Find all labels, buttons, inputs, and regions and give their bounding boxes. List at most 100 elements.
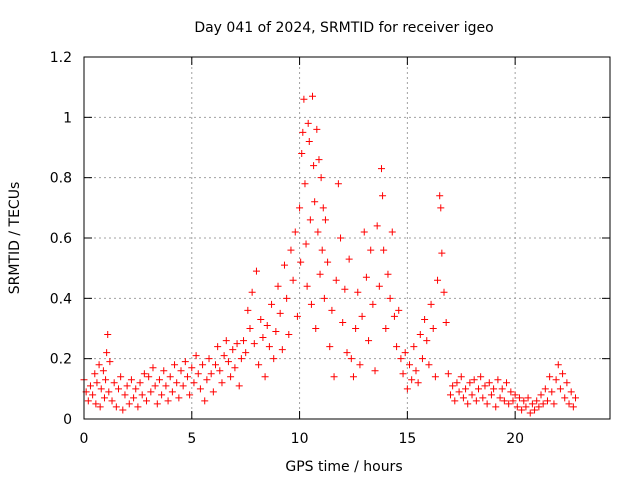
data-point (321, 216, 329, 224)
data-point (444, 370, 452, 378)
data-point (339, 318, 347, 326)
data-point (438, 249, 446, 257)
data-point (92, 400, 100, 408)
data-point (343, 349, 351, 357)
data-point (526, 409, 534, 417)
data-point (382, 325, 390, 332)
data-point (509, 397, 517, 405)
data-point (235, 382, 243, 390)
y-tick-label: 0 (63, 412, 72, 428)
data-point (196, 385, 204, 393)
data-point (127, 376, 135, 384)
data-point (462, 385, 470, 393)
data-point (320, 294, 328, 302)
data-point (312, 325, 320, 332)
data-point (446, 391, 454, 399)
data-point (431, 373, 439, 381)
data-point (188, 364, 196, 372)
data-point (522, 403, 530, 411)
data-point (559, 370, 567, 378)
data-point (390, 312, 398, 320)
data-point (222, 337, 230, 345)
data-point (459, 394, 467, 402)
y-tick-label: 0.2 (50, 352, 72, 368)
data-point (393, 343, 401, 351)
data-point (442, 318, 450, 326)
chart-title: Day 041 of 2024, SRMTID for receiver ige… (194, 20, 493, 36)
data-point (289, 276, 297, 284)
data-point (437, 204, 445, 212)
data-point (505, 400, 513, 408)
data-point (485, 379, 493, 387)
data-point (365, 337, 373, 345)
data-point (259, 334, 267, 342)
data-point (319, 204, 327, 212)
data-point (354, 288, 362, 296)
data-point (528, 400, 536, 408)
y-axis-label: SRMTID / TECUs (7, 182, 23, 295)
data-point (108, 397, 116, 405)
data-point (265, 343, 273, 351)
data-point (479, 394, 487, 402)
data-point (436, 192, 444, 200)
data-point (268, 300, 276, 308)
data-point (302, 240, 310, 248)
data-point (306, 216, 314, 224)
data-point (371, 367, 379, 375)
data-point (513, 403, 521, 411)
data-point (162, 382, 170, 390)
data-point (481, 382, 489, 390)
data-point (229, 346, 237, 354)
data-point (179, 382, 187, 390)
data-point (244, 306, 252, 314)
data-point (214, 343, 222, 351)
data-point (332, 276, 340, 284)
data-point (548, 388, 556, 396)
data-point (367, 246, 375, 254)
data-point (153, 400, 161, 408)
data-point (201, 397, 209, 405)
data-point (470, 376, 478, 384)
data-point (427, 300, 435, 308)
data-point (136, 379, 144, 387)
data-point (233, 340, 241, 348)
data-point (130, 394, 138, 402)
data-point (434, 276, 442, 284)
axis-ticks: 0 0.2 0.4 0.6 0.8 1 1.2 0 5 10 15 20 (50, 50, 610, 447)
data-point (494, 376, 502, 384)
data-point (496, 394, 504, 402)
data-point (533, 397, 541, 405)
data-point (401, 349, 409, 357)
data-point (543, 397, 551, 405)
data-point (492, 403, 500, 411)
data-point (554, 361, 562, 369)
data-point (192, 352, 200, 360)
data-point (212, 361, 219, 369)
data-point (171, 361, 179, 369)
data-point (276, 309, 284, 317)
x-tick-label: 5 (187, 431, 196, 447)
data-point (84, 397, 92, 405)
data-point (147, 388, 155, 396)
data-point (216, 367, 224, 375)
data-point (314, 228, 322, 236)
data-point (490, 385, 498, 393)
data-point (274, 282, 282, 290)
data-point (287, 246, 295, 254)
data-point (145, 373, 153, 381)
data-point (125, 400, 133, 408)
data-point (173, 379, 181, 387)
data-point (310, 162, 318, 170)
x-axis-label: GPS time / hours (285, 459, 402, 475)
data-point (472, 397, 480, 405)
data-point (205, 355, 213, 363)
data-point (455, 388, 463, 396)
data-point (360, 228, 368, 236)
data-point (209, 388, 217, 396)
data-point (89, 391, 97, 399)
y-tick-label: 1 (63, 110, 72, 126)
data-point (190, 379, 198, 387)
data-point (539, 400, 547, 408)
